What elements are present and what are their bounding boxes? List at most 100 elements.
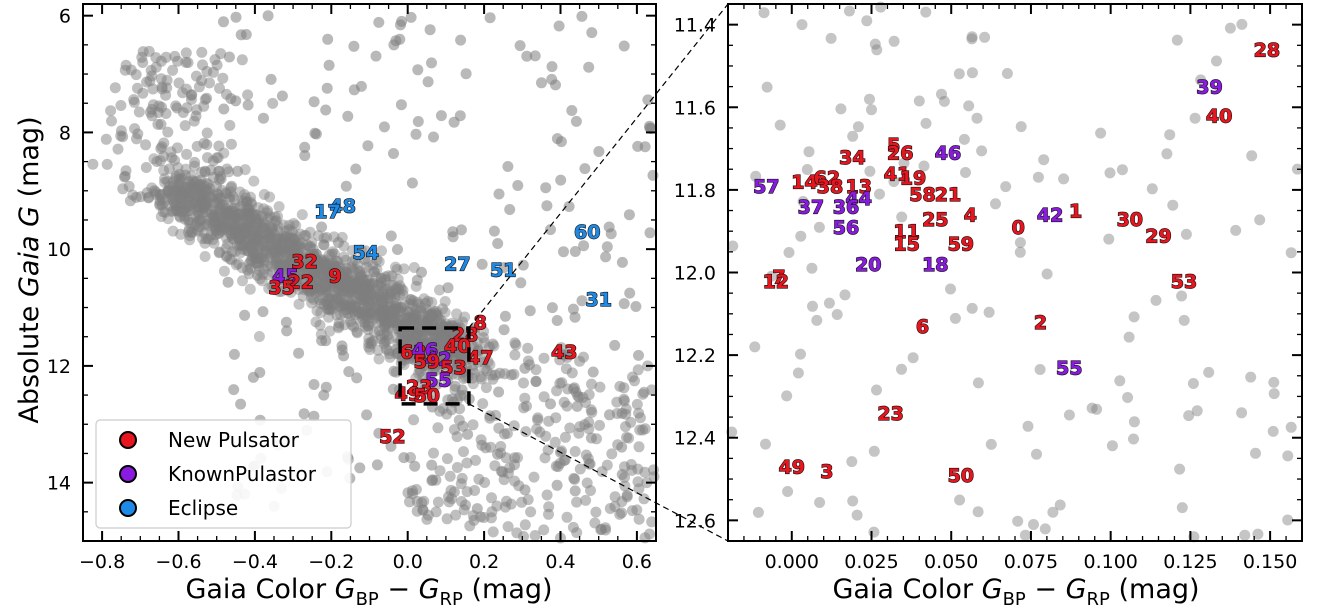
- star-label-59: 59: [414, 351, 440, 373]
- field-star: [388, 365, 400, 377]
- field-star: [210, 223, 222, 235]
- field-star: [285, 286, 297, 298]
- field-star: [390, 300, 401, 312]
- field-star: [242, 99, 254, 111]
- field-star: [839, 289, 851, 301]
- field-star: [379, 316, 391, 328]
- field-star: [251, 257, 263, 269]
- legend-marker-new-pulsator: [119, 431, 137, 449]
- field-star: [262, 213, 274, 225]
- field-star: [314, 319, 326, 331]
- field-star: [144, 75, 156, 87]
- field-star: [329, 261, 341, 273]
- field-star: [253, 213, 265, 225]
- field-star: [263, 228, 275, 240]
- field-star: [260, 223, 272, 235]
- field-star: [136, 51, 148, 63]
- field-star: [618, 298, 630, 310]
- field-star: [310, 128, 322, 140]
- field-star: [223, 208, 235, 220]
- field-star: [276, 261, 288, 273]
- field-star: [371, 264, 383, 275]
- field-star: [307, 266, 319, 278]
- star-label-31: 31: [585, 289, 611, 311]
- field-star: [338, 266, 350, 278]
- field-star: [356, 270, 368, 282]
- field-star: [831, 309, 843, 320]
- field-star: [331, 309, 343, 321]
- field-star: [1034, 364, 1046, 375]
- field-star: [250, 251, 262, 263]
- field-star: [347, 279, 359, 290]
- field-star: [155, 118, 167, 130]
- field-star: [267, 226, 279, 238]
- field-star: [322, 264, 334, 276]
- field-star: [318, 232, 330, 244]
- field-star: [392, 283, 404, 295]
- field-star: [298, 243, 309, 255]
- field-star: [229, 224, 240, 236]
- field-star: [292, 262, 304, 274]
- field-star: [626, 505, 638, 517]
- field-star: [566, 105, 578, 116]
- field-star: [342, 307, 354, 319]
- field-star: [960, 167, 971, 178]
- field-star: [332, 277, 344, 289]
- field-star: [972, 506, 984, 518]
- field-star: [457, 316, 468, 328]
- field-star: [348, 40, 360, 52]
- field-star: [208, 216, 220, 228]
- star-label-6: 6: [916, 316, 929, 338]
- star-label-29: 29: [1145, 225, 1171, 247]
- field-star: [128, 96, 140, 108]
- field-star: [290, 245, 302, 257]
- field-star: [358, 283, 370, 295]
- field-star: [250, 217, 262, 228]
- field-star: [806, 262, 818, 274]
- field-star: [157, 206, 169, 218]
- field-star: [1028, 519, 1039, 530]
- field-star: [237, 275, 248, 287]
- field-star: [366, 295, 378, 307]
- field-star: [373, 16, 385, 28]
- field-star: [455, 224, 467, 236]
- field-star: [385, 230, 397, 242]
- field-star: [363, 341, 375, 353]
- field-star: [331, 293, 343, 305]
- field-star: [270, 240, 282, 252]
- field-star: [938, 95, 950, 107]
- field-star: [234, 239, 246, 251]
- field-star: [1203, 366, 1215, 378]
- x-tick-label: 0.150: [1243, 551, 1297, 573]
- field-star: [243, 202, 255, 214]
- field-star: [201, 66, 213, 77]
- field-star: [245, 225, 257, 237]
- field-star: [448, 424, 460, 436]
- field-star: [258, 203, 270, 215]
- star-label-50: 50: [948, 465, 974, 487]
- field-star: [281, 325, 293, 337]
- field-star: [493, 188, 505, 200]
- field-star: [958, 133, 970, 145]
- field-star: [199, 180, 211, 192]
- field-star: [356, 307, 368, 319]
- field-star: [368, 288, 380, 300]
- field-star: [227, 205, 239, 217]
- field-star: [399, 312, 411, 324]
- field-star: [257, 306, 269, 318]
- field-star: [239, 209, 251, 221]
- field-star: [326, 269, 338, 281]
- field-star: [322, 264, 334, 276]
- field-star: [242, 230, 253, 242]
- field-star: [644, 528, 655, 540]
- field-star: [308, 248, 320, 260]
- field-star: [270, 255, 282, 267]
- field-star: [226, 230, 238, 242]
- field-star: [303, 252, 315, 264]
- field-star: [505, 369, 517, 381]
- field-star: [242, 228, 254, 240]
- field-star: [280, 249, 292, 261]
- field-star: [192, 204, 204, 216]
- star-label-60: 60: [574, 222, 600, 244]
